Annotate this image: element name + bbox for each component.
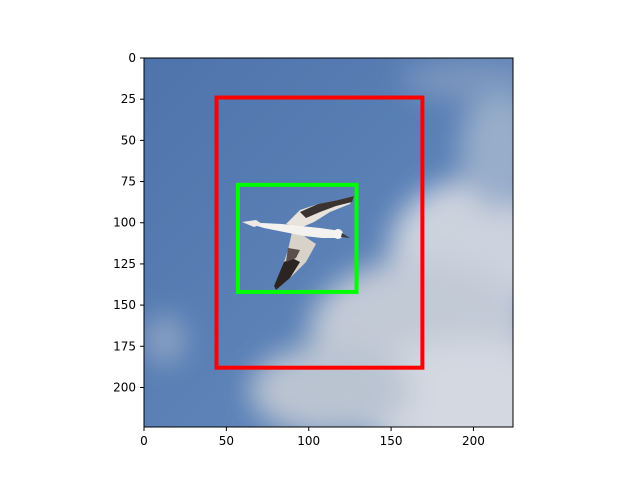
y-axis: 0 25 50 75 100 125 150 175 200	[113, 51, 144, 394]
axes-frame	[143, 57, 514, 428]
bird-icon	[242, 196, 354, 290]
photo	[144, 58, 513, 427]
y-tick-label: 100	[113, 216, 136, 230]
x-tick-label: 0	[140, 434, 148, 448]
x-tick-label: 100	[297, 434, 320, 448]
y-tick-label: 75	[121, 175, 136, 189]
y-tick-label: 175	[113, 339, 136, 353]
y-tick-label: 25	[121, 92, 136, 106]
green-box	[235, 182, 359, 294]
y-tick-label: 125	[113, 257, 136, 271]
x-tick-label: 150	[380, 434, 403, 448]
y-tick-label: 200	[113, 380, 136, 394]
red-box	[214, 95, 425, 370]
clouds	[145, 60, 513, 427]
y-tick-label: 50	[121, 133, 136, 147]
y-tick-label: 150	[113, 298, 136, 312]
x-tick-label: 200	[462, 434, 485, 448]
y-tick-label: 0	[128, 51, 136, 65]
x-axis: 0 50 100 150 200	[140, 427, 485, 448]
x-tick-label: 50	[219, 434, 234, 448]
